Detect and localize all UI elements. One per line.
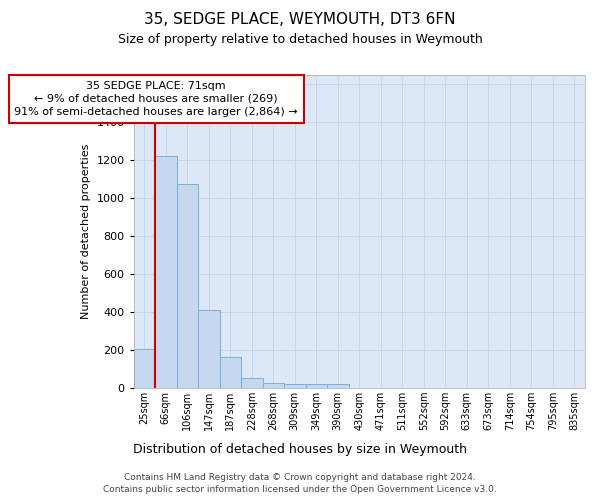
Bar [155, 156, 176, 388]
Bar [263, 383, 284, 388]
Bar [198, 310, 220, 388]
Bar [241, 378, 263, 388]
Bar [176, 184, 198, 388]
Y-axis label: Number of detached properties: Number of detached properties [81, 144, 91, 319]
Text: Contains public sector information licensed under the Open Government Licence v3: Contains public sector information licen… [103, 486, 497, 494]
Bar [284, 384, 305, 388]
Text: Distribution of detached houses by size in Weymouth: Distribution of detached houses by size … [133, 442, 467, 456]
Bar [134, 349, 155, 388]
Text: Contains HM Land Registry data © Crown copyright and database right 2024.: Contains HM Land Registry data © Crown c… [124, 473, 476, 482]
Bar [305, 384, 327, 388]
Text: Size of property relative to detached houses in Weymouth: Size of property relative to detached ho… [118, 32, 482, 46]
Bar [327, 384, 349, 388]
Bar [220, 358, 241, 388]
Text: 35, SEDGE PLACE, WEYMOUTH, DT3 6FN: 35, SEDGE PLACE, WEYMOUTH, DT3 6FN [144, 12, 456, 28]
Text: 35 SEDGE PLACE: 71sqm
← 9% of detached houses are smaller (269)
91% of semi-deta: 35 SEDGE PLACE: 71sqm ← 9% of detached h… [14, 80, 298, 117]
